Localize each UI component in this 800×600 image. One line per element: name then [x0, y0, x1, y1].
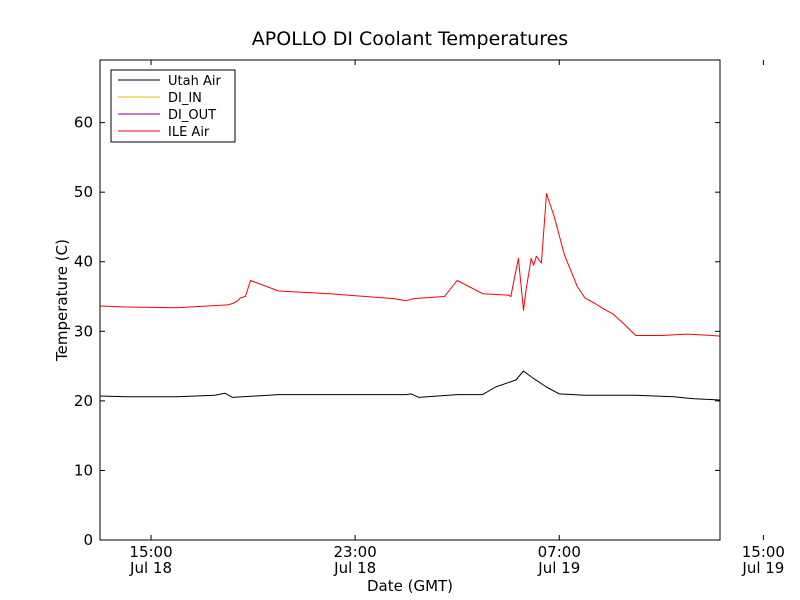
legend-label-ile-air: ILE Air — [168, 125, 210, 140]
x-tick-label-time: 15:00 — [742, 543, 785, 561]
legend-box — [110, 69, 236, 143]
series-line-ile-air — [100, 193, 720, 337]
series-layer — [100, 193, 720, 401]
x-tick-label-date: Jul 18 — [333, 559, 376, 577]
y-tick-label: 40 — [74, 253, 93, 271]
x-tick-label-time: 07:00 — [538, 543, 581, 561]
x-tick-label-date: Jul 18 — [129, 559, 172, 577]
x-tick-label-time: 23:00 — [334, 543, 377, 561]
y-tick-label: 20 — [74, 392, 93, 410]
y-tick-label: 30 — [74, 322, 93, 340]
legend-label-di-in: DI_IN — [168, 91, 202, 106]
y-axis-label: Temperature (C) — [53, 239, 71, 362]
legend-label-di-out: DI_OUT — [168, 108, 216, 123]
x-axis-label: Date (GMT) — [367, 577, 453, 595]
y-tick-label: 10 — [74, 461, 93, 479]
chart-title: APOLLO DI Coolant Temperatures — [252, 28, 568, 50]
x-tick-label-date: Jul 19 — [741, 559, 784, 577]
legend-label-utah-air: Utah Air — [168, 74, 221, 89]
legend: Utah Air DI_IN DI_OUT ILE Air — [110, 69, 236, 143]
y-tick-label: 60 — [74, 114, 93, 132]
x-tick-label-time: 15:00 — [129, 543, 172, 561]
plot-frame — [99, 59, 721, 541]
y-tick-label: 50 — [74, 183, 93, 201]
y-tick-label: 0 — [83, 531, 93, 549]
series-line-utah-air — [100, 370, 720, 401]
x-tick-label-date: Jul 19 — [537, 559, 580, 577]
